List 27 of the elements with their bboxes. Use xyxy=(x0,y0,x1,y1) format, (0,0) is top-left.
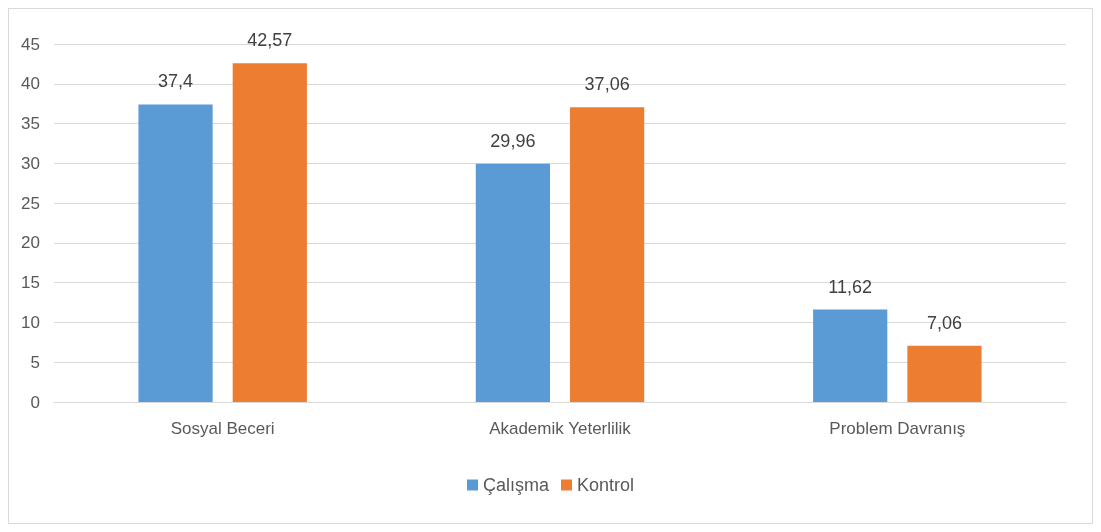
y-tick-label: 35 xyxy=(21,114,40,134)
y-tick-label: 40 xyxy=(21,74,40,94)
y-tick-label: 10 xyxy=(21,312,40,332)
y-tick-label: 5 xyxy=(30,352,40,372)
x-tick-label: Problem Davranış xyxy=(829,419,966,438)
y-tick-label: 30 xyxy=(21,153,40,173)
data-label: 37,4 xyxy=(158,71,194,92)
bar xyxy=(475,163,550,402)
legend-label: Çalışma xyxy=(482,475,550,495)
x-tick-label: Sosyal Beceri xyxy=(170,419,275,438)
legend-label: Kontrol xyxy=(576,475,635,495)
data-label: 29,96 xyxy=(490,130,536,151)
x-tick-label: Akademik Yeterlilik xyxy=(489,419,632,438)
bar xyxy=(138,104,213,402)
y-tick-label: 15 xyxy=(21,273,40,293)
y-tick-label: 25 xyxy=(21,193,40,213)
bar xyxy=(232,63,307,402)
data-label: 11,62 xyxy=(828,276,873,297)
data-label: 7,06 xyxy=(926,312,962,333)
y-tick-label: 0 xyxy=(30,392,40,412)
data-label: 37,06 xyxy=(584,74,630,95)
bar xyxy=(813,309,888,402)
y-tick-label: 45 xyxy=(21,34,40,54)
bar xyxy=(570,107,645,402)
data-label: 42,57 xyxy=(247,30,293,51)
bar xyxy=(907,345,982,402)
y-tick-label: 20 xyxy=(21,233,40,253)
